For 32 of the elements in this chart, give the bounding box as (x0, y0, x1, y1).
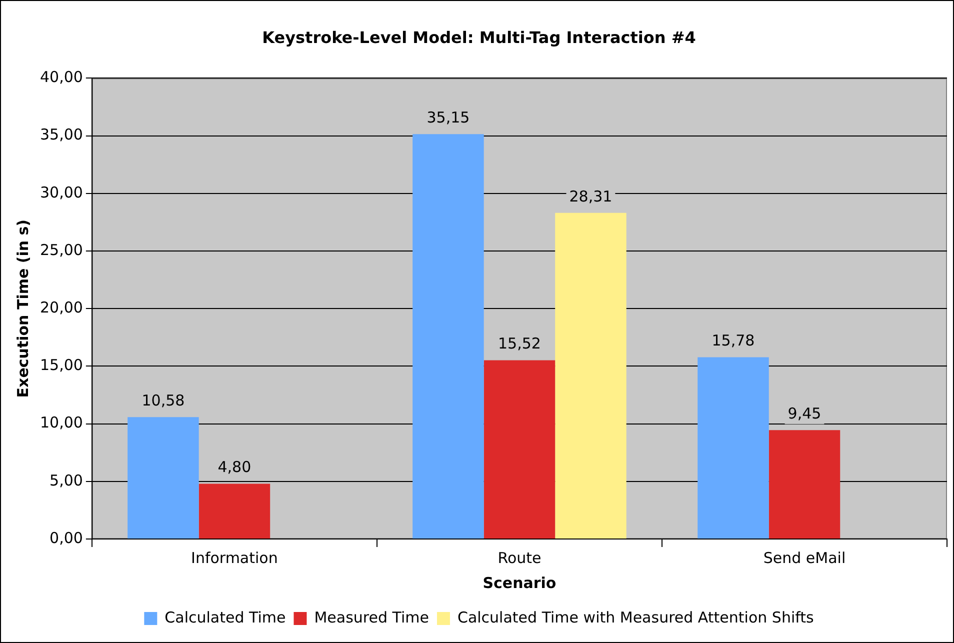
bar (128, 417, 199, 538)
bar (555, 212, 626, 538)
legend-label: Calculated Time (164, 608, 286, 626)
legend-label: Measured Time (314, 608, 429, 626)
y-tick-label: 20,00 (40, 298, 83, 316)
y-axis-title: Execution Time (in s) (14, 219, 32, 398)
bar (484, 360, 556, 538)
x-tick-label: Send eMail (763, 548, 846, 567)
y-tick-label: 5,00 (50, 471, 83, 490)
data-label: 35,15 (426, 108, 470, 126)
chart-title: Keystroke-Level Model: Multi-Tag Interaction #4 (262, 28, 696, 47)
data-label: 10,58 (142, 392, 185, 410)
data-label: 28,31 (569, 187, 612, 206)
data-label: 15,78 (712, 332, 755, 350)
x-tick-label: Route (498, 548, 542, 567)
bar (412, 134, 484, 538)
data-label: 15,52 (498, 334, 541, 353)
y-tick-label: 10,00 (40, 414, 83, 432)
y-tick-label: 40,00 (40, 68, 83, 86)
y-tick-label: 0,00 (50, 528, 83, 547)
data-label: 4,80 (218, 458, 252, 476)
y-tick-label: 15,00 (40, 356, 83, 374)
y-tick-label: 25,00 (40, 240, 83, 259)
x-tick-label: Information (191, 548, 278, 567)
bar (768, 430, 840, 538)
bar (198, 484, 270, 538)
y-tick-label: 35,00 (40, 126, 83, 144)
bar (698, 357, 769, 538)
x-axis-title: Scenario (482, 574, 556, 592)
y-tick-label: 30,00 (40, 183, 83, 202)
legend-label: Calculated Time with Measured Attention Shifts (457, 608, 814, 626)
data-label: 9,45 (788, 404, 822, 423)
